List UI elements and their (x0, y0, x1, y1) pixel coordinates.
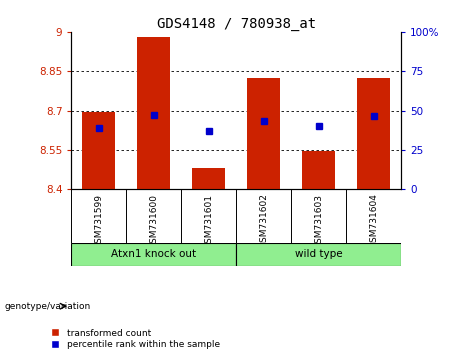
Bar (192, 168, 225, 189)
Bar (357, 78, 390, 189)
Text: GSM731600: GSM731600 (149, 194, 159, 249)
Text: genotype/variation: genotype/variation (5, 302, 91, 311)
Text: GSM731603: GSM731603 (314, 194, 323, 249)
Bar (302, 151, 335, 189)
Text: wild type: wild type (295, 250, 343, 259)
Title: GDS4148 / 780938_at: GDS4148 / 780938_at (157, 17, 316, 31)
Bar (247, 78, 280, 189)
Text: GSM731601: GSM731601 (204, 194, 213, 249)
Bar (236, 243, 401, 266)
Bar (83, 112, 115, 189)
Text: GSM731604: GSM731604 (369, 194, 378, 249)
Legend: transformed count, percentile rank within the sample: transformed count, percentile rank withi… (51, 329, 220, 349)
Text: Atxn1 knock out: Atxn1 knock out (111, 250, 196, 259)
Bar (71, 243, 236, 266)
Text: GSM731602: GSM731602 (259, 194, 268, 249)
Text: GSM731599: GSM731599 (95, 194, 103, 249)
Bar (137, 37, 171, 189)
